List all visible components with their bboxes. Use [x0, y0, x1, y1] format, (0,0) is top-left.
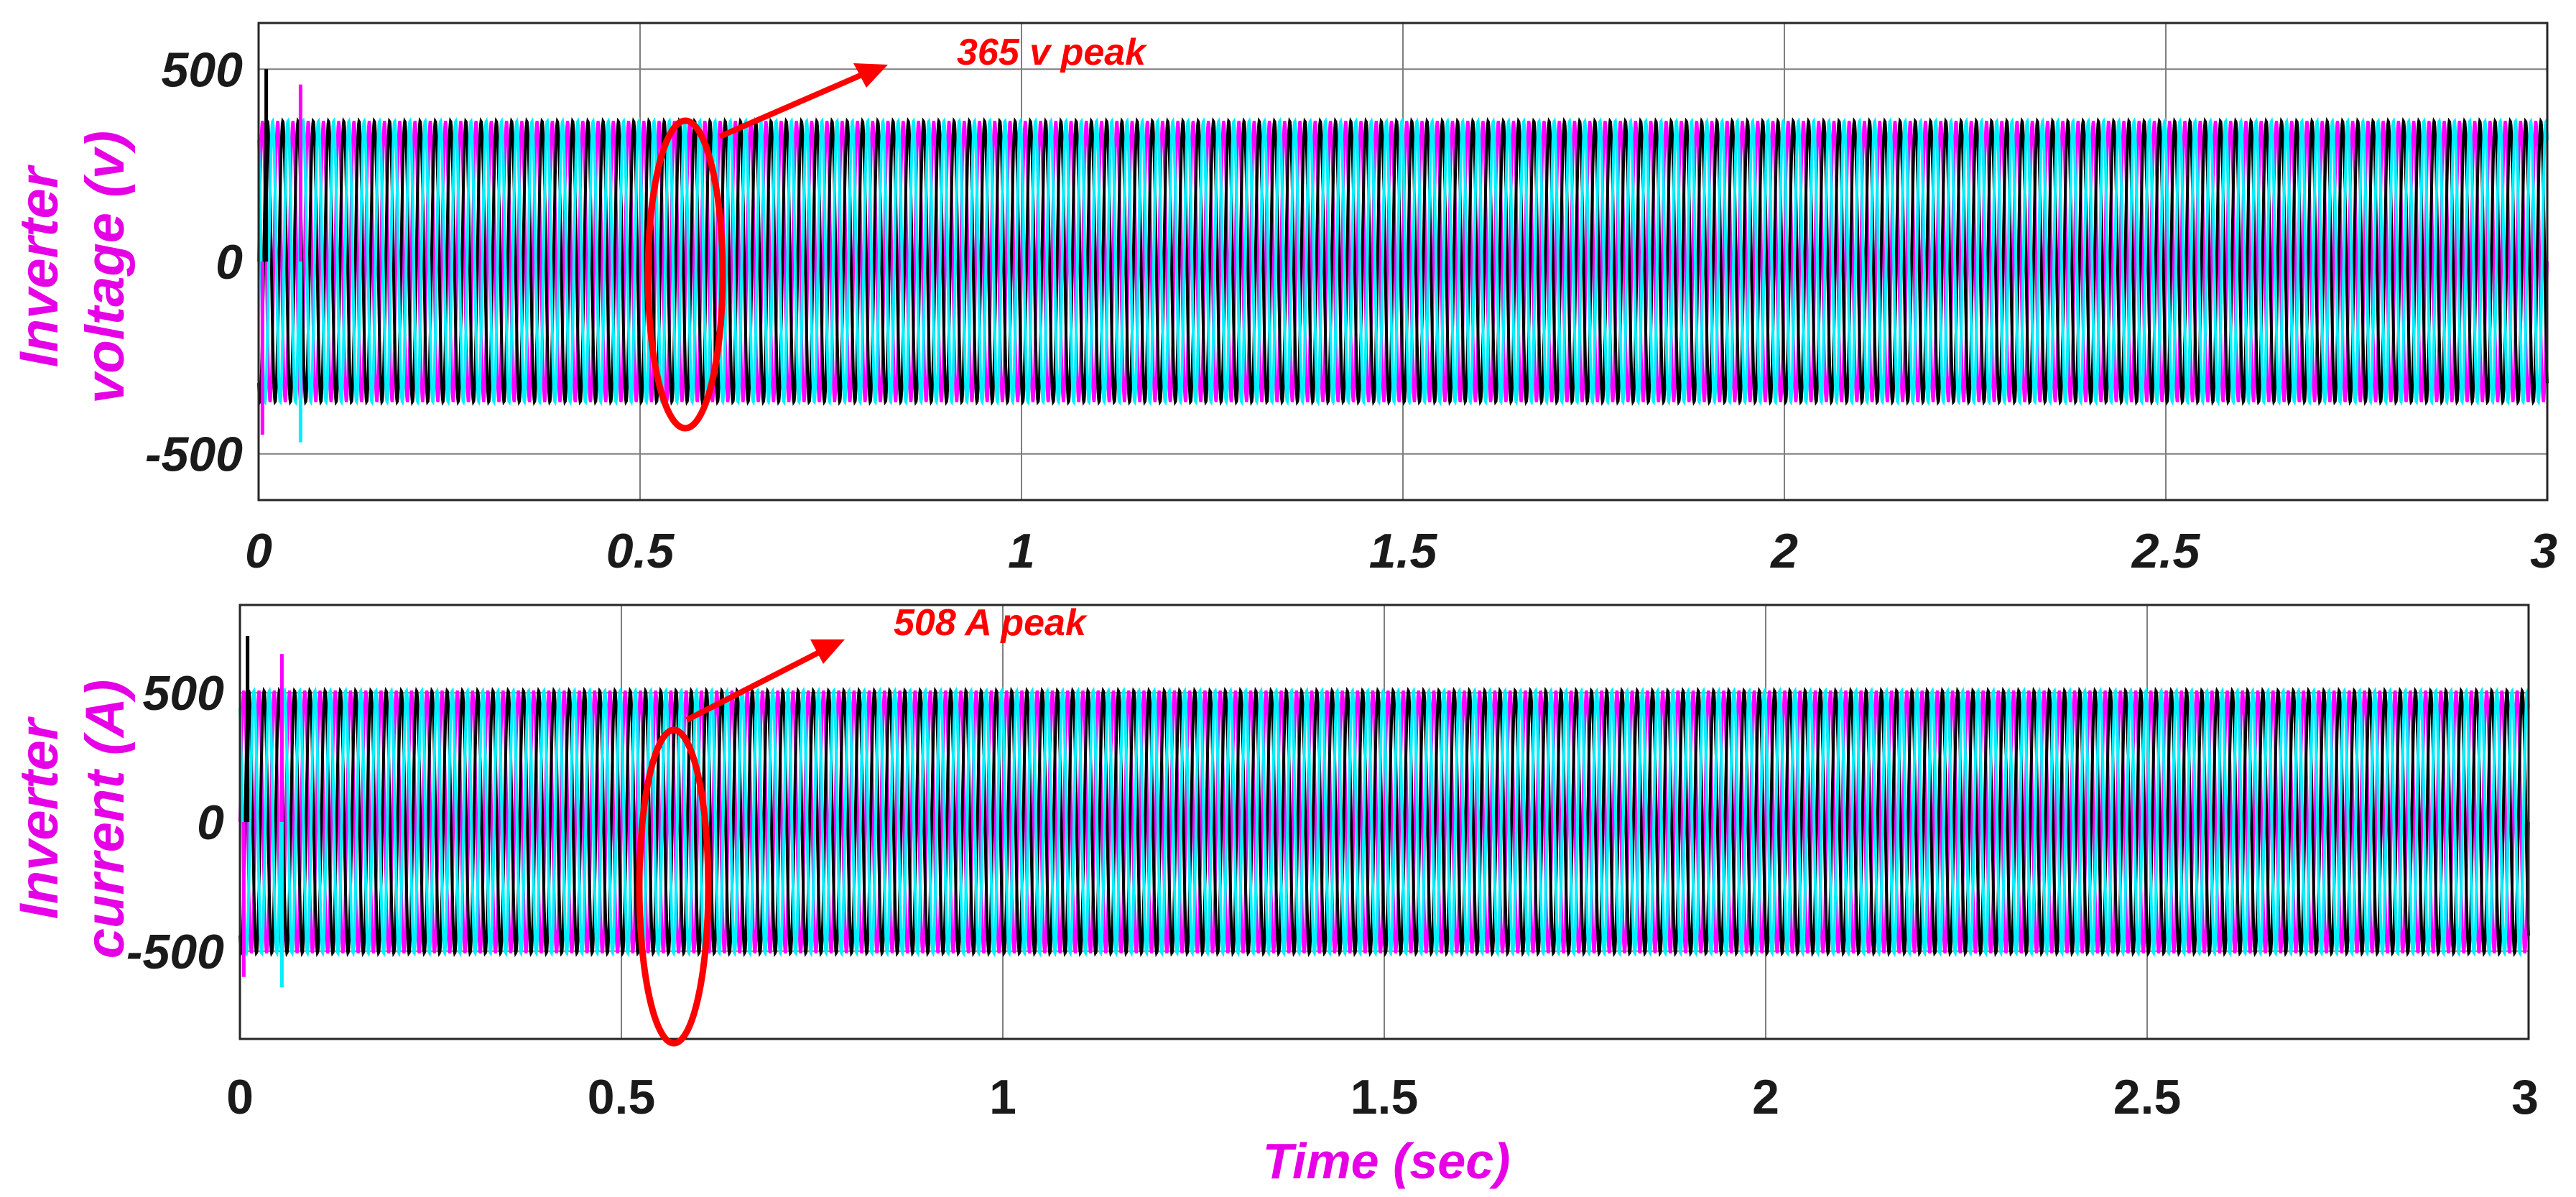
current-peak-highlight-ellipse — [636, 726, 712, 1047]
current-x-tick-label-5: 2.5 — [2113, 1070, 2182, 1124]
voltage-axes-frame — [257, 22, 2549, 502]
voltage-x-tick-label-5: 2.5 — [2131, 524, 2201, 578]
current-phase-1-line — [238, 690, 2530, 954]
current-y-tick-label-0: -500 — [126, 925, 224, 979]
current-x-tick-label-0: 0 — [226, 1070, 254, 1124]
voltage-x-tick-label-0: 0 — [245, 524, 272, 578]
voltage-x-tick-label-6: 3 — [2530, 524, 2557, 578]
current-panel: -500 0 500 0 0.5 1 1.5 2 2.5 3 Inverter current … — [9, 602, 2539, 1189]
current-x-tick-label-4: 2 — [1752, 1070, 1779, 1124]
current-y-tick-label-1: 0 — [197, 795, 224, 850]
voltage-ylabel-line1: Inverter — [9, 164, 70, 367]
current-xlabel: Time (sec) — [1263, 1133, 1511, 1189]
voltage-y-tick-label-1: 0 — [216, 235, 243, 290]
voltage-transient-spikes — [260, 69, 302, 443]
voltage-waveforms — [257, 116, 2549, 407]
current-phase-3-line — [238, 686, 2530, 958]
current-x-tick-label-3: 1.5 — [1350, 1070, 1419, 1124]
voltage-phase-1-line — [257, 121, 2549, 402]
current-transient-spikes — [241, 636, 284, 988]
current-ylabel-line1: Inverter — [9, 716, 70, 919]
voltage-peak-annotation: 365 v peak — [957, 32, 1148, 73]
current-peak-arrow — [685, 650, 820, 723]
voltage-phase-2-line — [257, 116, 2549, 407]
voltage-phase-3-line — [257, 116, 2549, 407]
current-y-tick-labels: -500 0 500 — [126, 666, 224, 979]
voltage-peak-arrow — [718, 72, 863, 139]
voltage-x-tick-label-4: 2 — [1769, 524, 1798, 578]
current-waveforms — [238, 686, 2530, 958]
voltage-x-tick-label-1: 0.5 — [606, 524, 675, 578]
current-peak-arrowhead — [810, 639, 845, 664]
voltage-x-tick-label-3: 1.5 — [1369, 524, 1438, 578]
current-axes-frame — [238, 604, 2530, 1040]
current-phase-2-line — [238, 686, 2530, 958]
voltage-y-tick-label-2: 500 — [162, 42, 244, 97]
current-x-tick-label-1: 0.5 — [588, 1070, 656, 1124]
voltage-y-tick-labels: -500 0 500 — [145, 42, 243, 481]
voltage-peak-highlight-ellipse — [644, 117, 726, 432]
current-y-tick-label-2: 500 — [143, 666, 225, 721]
voltage-peak-arrowhead — [853, 63, 888, 88]
current-ylabel-line2: current (A) — [75, 680, 136, 958]
voltage-x-tick-labels: 0 0.5 1 1.5 2 2.5 3 — [245, 524, 2557, 578]
voltage-ylabel-line2: voltage (v) — [75, 131, 136, 404]
voltage-y-tick-label-0: -500 — [145, 428, 243, 482]
current-x-tick-labels: 0 0.5 1 1.5 2 2.5 3 — [226, 1070, 2539, 1124]
current-x-tick-label-2: 1 — [989, 1070, 1016, 1124]
current-x-tick-label-6: 3 — [2511, 1070, 2539, 1124]
voltage-x-tick-label-2: 1 — [1008, 524, 1035, 578]
current-peak-annotation: 508 A peak — [894, 602, 1088, 644]
